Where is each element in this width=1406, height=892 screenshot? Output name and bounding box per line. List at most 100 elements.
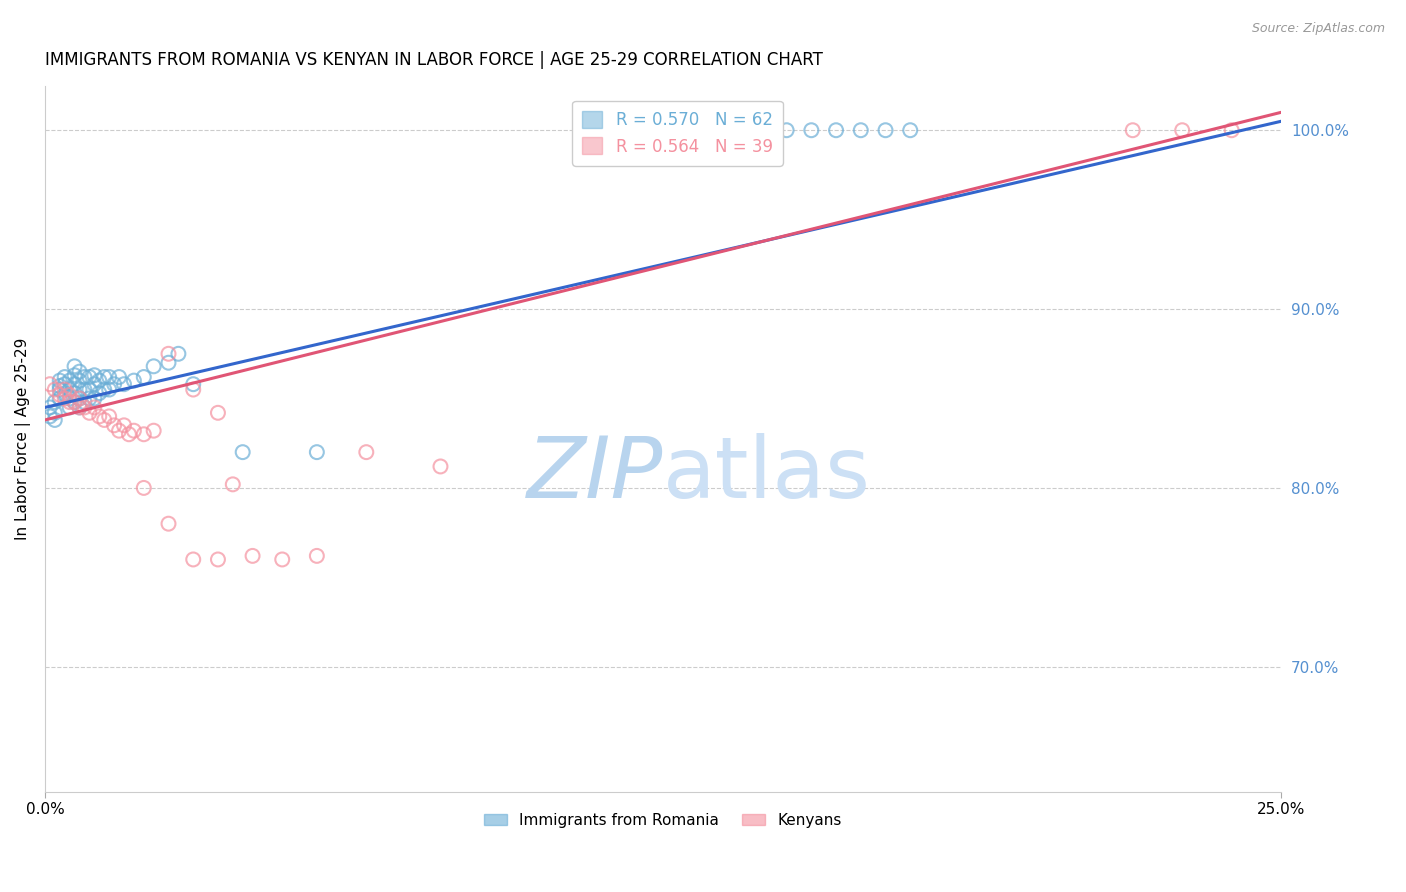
- Point: [73, 401, 96, 415]
- Point: [59, 392, 82, 406]
- Text: Source: ZipAtlas.com: Source: ZipAtlas.com: [1251, 22, 1385, 36]
- Point: [53, 392, 76, 406]
- Point: [83, 368, 105, 383]
- Point: [48, 374, 70, 388]
- Point: [167, 347, 190, 361]
- Point: [69, 383, 91, 397]
- Point: [181, 383, 204, 397]
- Point: [83, 392, 105, 406]
- Text: ZIP: ZIP: [527, 433, 664, 516]
- Point: [69, 392, 91, 406]
- Point: [44, 383, 66, 397]
- Point: [63, 395, 86, 409]
- Point: [79, 370, 101, 384]
- Point: [775, 123, 797, 137]
- Point: [118, 427, 141, 442]
- Point: [38, 401, 60, 415]
- Point: [53, 388, 76, 402]
- Point: [69, 401, 91, 415]
- Point: [98, 409, 121, 424]
- Point: [59, 374, 82, 388]
- Point: [63, 395, 86, 409]
- Point: [157, 356, 180, 370]
- Point: [181, 377, 204, 392]
- Point: [53, 370, 76, 384]
- Point: [1220, 123, 1243, 137]
- Point: [89, 374, 111, 388]
- Point: [142, 424, 165, 438]
- Point: [356, 445, 378, 459]
- Point: [93, 370, 115, 384]
- Point: [48, 392, 70, 406]
- Point: [48, 388, 70, 402]
- Point: [89, 386, 111, 401]
- Point: [93, 413, 115, 427]
- Point: [112, 377, 135, 392]
- Point: [59, 388, 82, 402]
- Point: [98, 383, 121, 397]
- Point: [751, 123, 773, 137]
- Point: [48, 379, 70, 393]
- Point: [207, 552, 229, 566]
- Point: [53, 383, 76, 397]
- Point: [305, 549, 328, 563]
- Point: [73, 395, 96, 409]
- Point: [98, 370, 121, 384]
- Point: [63, 359, 86, 374]
- Point: [73, 370, 96, 384]
- Point: [122, 374, 145, 388]
- Point: [59, 383, 82, 397]
- Point: [800, 123, 823, 137]
- Point: [69, 401, 91, 415]
- Point: [79, 392, 101, 406]
- Point: [63, 386, 86, 401]
- Point: [1122, 123, 1144, 137]
- Y-axis label: In Labor Force | Age 25-29: In Labor Force | Age 25-29: [15, 337, 31, 540]
- Point: [63, 368, 86, 383]
- Point: [73, 383, 96, 397]
- Point: [93, 383, 115, 397]
- Point: [83, 377, 105, 392]
- Point: [108, 424, 131, 438]
- Text: atlas: atlas: [664, 433, 870, 516]
- Point: [79, 383, 101, 397]
- Point: [79, 406, 101, 420]
- Point: [222, 477, 245, 491]
- Point: [53, 377, 76, 392]
- Point: [122, 424, 145, 438]
- Point: [825, 123, 848, 137]
- Point: [69, 365, 91, 379]
- Point: [44, 413, 66, 427]
- Point: [132, 370, 155, 384]
- Point: [849, 123, 872, 137]
- Point: [63, 377, 86, 392]
- Point: [89, 409, 111, 424]
- Point: [627, 123, 650, 137]
- Point: [103, 377, 125, 392]
- Point: [132, 481, 155, 495]
- Point: [725, 123, 748, 137]
- Point: [875, 123, 897, 137]
- Legend: Immigrants from Romania, Kenyans: Immigrants from Romania, Kenyans: [478, 806, 848, 834]
- Point: [157, 516, 180, 531]
- Point: [38, 377, 60, 392]
- Point: [305, 445, 328, 459]
- Point: [83, 401, 105, 415]
- Point: [271, 552, 294, 566]
- Point: [59, 401, 82, 415]
- Point: [103, 418, 125, 433]
- Point: [132, 427, 155, 442]
- Point: [1171, 123, 1194, 137]
- Point: [181, 552, 204, 566]
- Point: [157, 347, 180, 361]
- Point: [108, 370, 131, 384]
- Point: [232, 445, 254, 459]
- Point: [429, 459, 451, 474]
- Point: [69, 392, 91, 406]
- Point: [44, 395, 66, 409]
- Text: IMMIGRANTS FROM ROMANIA VS KENYAN IN LABOR FORCE | AGE 25-29 CORRELATION CHART: IMMIGRANTS FROM ROMANIA VS KENYAN IN LAB…: [45, 51, 823, 69]
- Point: [207, 406, 229, 420]
- Point: [112, 418, 135, 433]
- Point: [48, 383, 70, 397]
- Point: [59, 395, 82, 409]
